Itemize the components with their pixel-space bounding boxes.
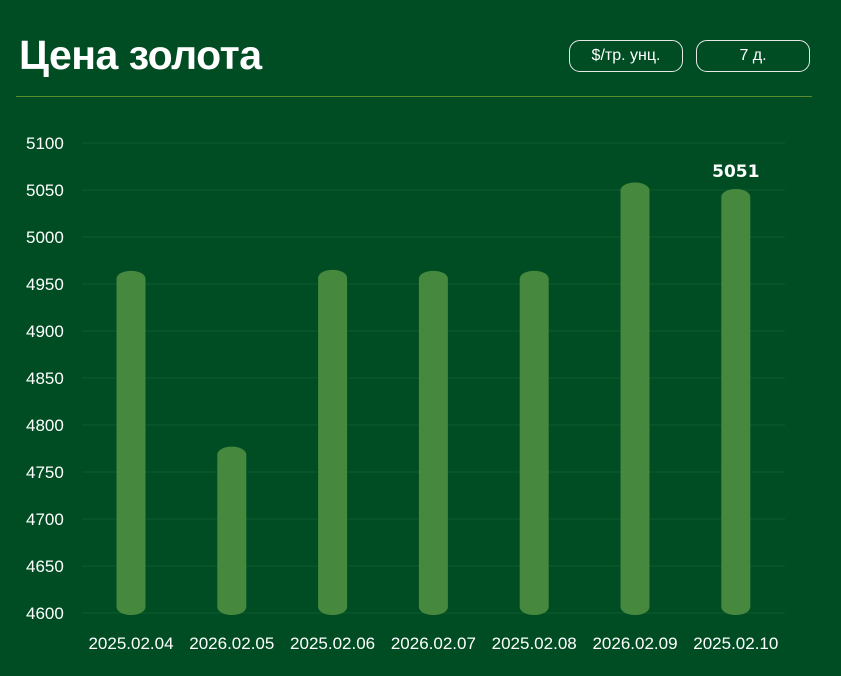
x-tick-label: 2026.02.07 bbox=[391, 634, 476, 653]
bar[interactable] bbox=[318, 269, 348, 615]
y-tick-label: 4850 bbox=[26, 369, 64, 388]
y-tick-label: 5050 bbox=[26, 181, 64, 200]
bar[interactable] bbox=[721, 189, 751, 615]
y-tick-label: 4650 bbox=[26, 557, 64, 576]
y-tick-label: 4900 bbox=[26, 322, 64, 341]
y-tick-label: 4600 bbox=[26, 604, 64, 623]
x-tick-label: 2025.02.10 bbox=[693, 634, 778, 653]
y-tick-label: 4950 bbox=[26, 275, 64, 294]
x-tick-label: 2025.02.08 bbox=[492, 634, 577, 653]
x-tick-label: 2026.02.05 bbox=[189, 634, 274, 653]
bar[interactable] bbox=[519, 270, 549, 615]
unit-button[interactable]: $/тр. унц. bbox=[569, 40, 683, 72]
x-tick-label: 2026.02.09 bbox=[592, 634, 677, 653]
bar[interactable] bbox=[620, 182, 650, 616]
bar[interactable] bbox=[116, 270, 146, 615]
y-tick-label: 4800 bbox=[26, 416, 64, 435]
page-title: Цена золота bbox=[19, 32, 262, 78]
bar[interactable] bbox=[418, 270, 448, 615]
y-tick-label: 4700 bbox=[26, 510, 64, 529]
y-tick-label: 5000 bbox=[26, 228, 64, 247]
x-tick-label: 2025.02.06 bbox=[290, 634, 375, 653]
x-tick-label: 2025.02.04 bbox=[88, 634, 173, 653]
y-tick-label: 4750 bbox=[26, 463, 64, 482]
header-divider bbox=[16, 96, 812, 97]
period-button[interactable]: 7 д. bbox=[696, 40, 810, 72]
y-tick-label: 5100 bbox=[26, 134, 64, 153]
bar[interactable] bbox=[217, 446, 247, 615]
data-label: 5051 bbox=[712, 162, 759, 182]
